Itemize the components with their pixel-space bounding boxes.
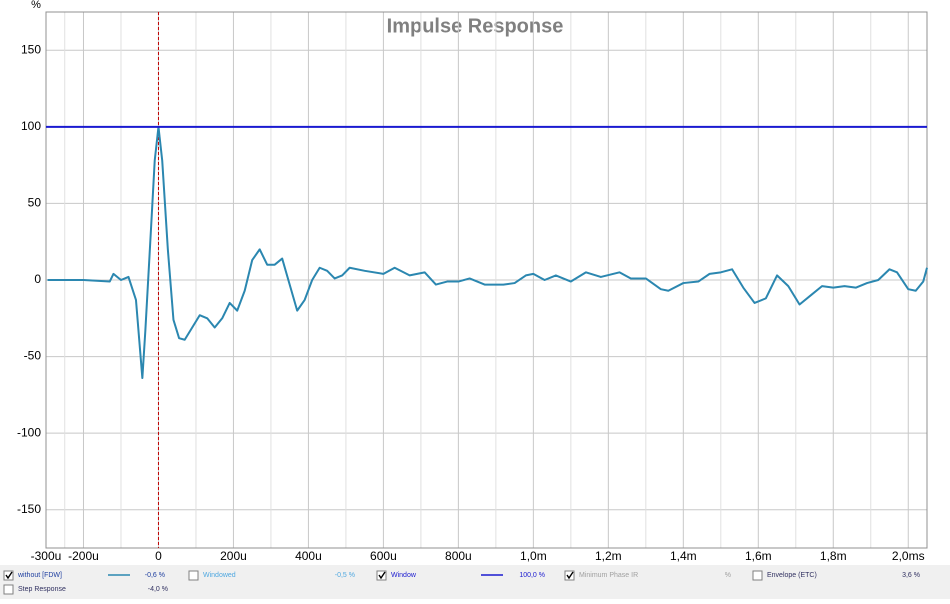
legend-reading: -4,0 % (148, 586, 168, 593)
legend-reading: 3,6 % (902, 572, 920, 579)
y-tick-label: 150 (21, 42, 41, 56)
checkbox[interactable] (3, 570, 14, 581)
x-tick-label: 0 (155, 549, 162, 563)
legend-name: Step Response (18, 586, 66, 593)
legend-reading: -0,5 % (335, 572, 355, 579)
checkbox-check (5, 571, 13, 580)
checkbox[interactable] (3, 584, 14, 595)
chart-title: Impulse Response (387, 15, 564, 37)
x-tick-label: 600u (370, 549, 397, 563)
x-tick-label: 1,6m (745, 549, 772, 563)
legend-reading: 100,0 % (519, 572, 545, 579)
y-tick-label: -150 (17, 502, 41, 516)
legend-name: Windowed (203, 572, 236, 579)
y-axis-label: % (31, 0, 41, 11)
x-tick-label: 1,0m (520, 549, 547, 563)
checkbox-check (378, 571, 386, 580)
checkbox[interactable] (564, 570, 575, 581)
legend-name: Envelope (ETC) (767, 572, 817, 579)
x-tick-label: 200u (220, 549, 247, 563)
y-tick-label: -100 (17, 425, 41, 439)
x-tick-label: -300u (31, 549, 62, 563)
legend-name: Window (391, 572, 417, 579)
x-tick-label: 1,2m (595, 549, 622, 563)
x-tick-label: 800u (445, 549, 472, 563)
checkbox[interactable] (752, 570, 763, 581)
x-tick-label: 400u (295, 549, 322, 563)
plot-frame (45, 11, 928, 549)
y-tick-label: -50 (24, 349, 42, 363)
x-tick-label: 1,4m (670, 549, 697, 563)
checkbox[interactable] (376, 570, 387, 581)
legend-reading: % (725, 572, 731, 579)
x-tick-label: -200u (68, 549, 99, 563)
x-tick-label: 1,8m (820, 549, 847, 563)
x-tick-label: 2,0ms (892, 549, 925, 563)
y-tick-label: 50 (28, 196, 42, 210)
legend-name: without [FDW] (17, 572, 62, 579)
legend-panel (0, 565, 950, 599)
series-line (47, 125, 928, 380)
legend-reading: -0,6 % (145, 572, 165, 579)
checkbox[interactable] (188, 570, 199, 581)
y-tick-label: 100 (21, 119, 41, 133)
y-tick-label: 0 (34, 272, 41, 286)
checkbox-check (566, 571, 574, 580)
legend-name: Minimum Phase IR (579, 572, 638, 579)
